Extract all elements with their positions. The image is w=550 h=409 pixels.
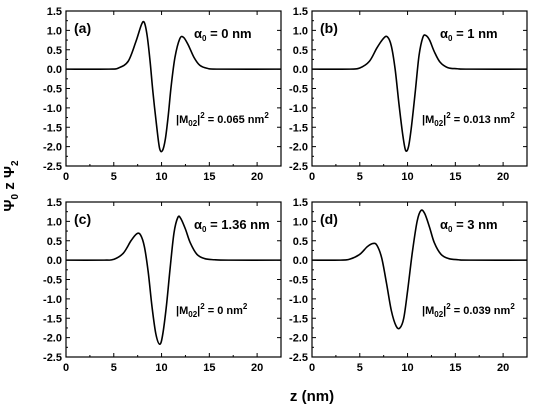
y-tick-label: 1.0 — [47, 216, 62, 228]
panel-label: (d) — [320, 211, 338, 227]
y-tick-label: 1.5 — [293, 6, 308, 18]
y-tick-label: -2.5 — [43, 352, 62, 364]
y-tick-label: 0.0 — [293, 64, 308, 76]
wavefunction-product-line — [311, 34, 528, 153]
matrix-element-label: |M02|2 = 0 nm2 — [176, 302, 248, 319]
panel-label: (b) — [320, 20, 338, 36]
y-tick-label: -1.0 — [289, 103, 308, 115]
alpha-label: α0 = 1 nm — [440, 26, 498, 43]
y-tick-label: 0.0 — [293, 255, 308, 267]
matrix-element-label: |M02|2 = 0.039 nm2 — [422, 302, 515, 319]
panel-d: 1.5 1.0 0.5 0.0 -0.5 -1.0 -1.5 -2.0 -2.50 5 10 15 20… — [289, 197, 528, 374]
y-tick-label: -1.0 — [43, 103, 62, 115]
y-tick-label: -0.5 — [289, 84, 308, 96]
matrix-element-label: |M02|2 = 0.013 nm2 — [422, 111, 515, 128]
y-tick-label: -2.0 — [289, 333, 308, 345]
x-tick-label: 15 — [449, 171, 461, 183]
x-tick-label: 15 — [203, 362, 215, 374]
x-axis-title: z (nm) — [290, 388, 334, 405]
y-tick-label: 0.0 — [47, 255, 62, 267]
y-tick-label: 1.0 — [293, 25, 308, 37]
y-tick-label: -0.5 — [289, 275, 308, 287]
y-tick-label: -1.0 — [43, 294, 62, 306]
x-tick-label: 5 — [111, 171, 117, 183]
panel-a: 1.5 1.0 0.5 0.0 -0.5 -1.0 -1.5 -2.0 -2.50 5 10 15 20… — [43, 6, 282, 183]
panel-label: (c) — [74, 211, 91, 227]
x-tick-label: 10 — [155, 171, 167, 183]
wavefunction-product-line — [65, 20, 282, 153]
x-tick-label: 10 — [155, 362, 167, 374]
x-tick-label: 5 — [111, 362, 117, 374]
y-tick-label: -1.5 — [289, 313, 308, 325]
wavefunction-product-line — [311, 209, 528, 330]
x-tick-label: 0 — [309, 171, 315, 183]
x-tick-label: 0 — [309, 362, 315, 374]
y-tick-label: -1.5 — [43, 313, 62, 325]
y-tick-label: 1.5 — [47, 197, 62, 209]
y-tick-label: 1.5 — [293, 197, 308, 209]
y-tick-label: 0.5 — [293, 45, 308, 57]
x-tick-label: 15 — [449, 362, 461, 374]
x-tick-label: 0 — [63, 362, 69, 374]
y-tick-label: 0.0 — [47, 64, 62, 76]
panel-label: (a) — [74, 20, 91, 36]
y-tick-label: 1.0 — [293, 216, 308, 228]
y-tick-label: -0.5 — [43, 275, 62, 287]
y-tick-label: -1.5 — [43, 122, 62, 134]
y-tick-label: -2.5 — [289, 352, 308, 364]
y-tick-label: -1.0 — [289, 294, 308, 306]
y-tick-label: -2.5 — [289, 161, 308, 173]
x-tick-label: 10 — [401, 362, 413, 374]
y-tick-label: -2.0 — [289, 142, 308, 154]
alpha-label: α0 = 1.36 nm — [194, 217, 270, 234]
y-tick-label: 0.5 — [47, 45, 62, 57]
y-tick-label: 0.5 — [293, 236, 308, 248]
y-tick-label: -2.5 — [43, 161, 62, 173]
x-tick-label: 5 — [357, 171, 363, 183]
x-tick-label: 20 — [251, 171, 263, 183]
y-tick-label: 0.5 — [47, 236, 62, 248]
x-tick-label: 10 — [401, 171, 413, 183]
panel-b: 1.5 1.0 0.5 0.0 -0.5 -1.0 -1.5 -2.0 -2.50 5 10 15 20… — [289, 6, 528, 183]
y-tick-label: -1.5 — [289, 122, 308, 134]
x-tick-label: 5 — [357, 362, 363, 374]
y-tick-label: -2.0 — [43, 142, 62, 154]
x-tick-label: 20 — [497, 171, 509, 183]
x-tick-label: 15 — [203, 171, 215, 183]
y-tick-label: -2.0 — [43, 333, 62, 345]
y-tick-label: -0.5 — [43, 84, 62, 96]
alpha-label: α0 = 0 nm — [194, 26, 252, 43]
y-tick-label: 1.5 — [47, 6, 62, 18]
x-tick-label: 0 — [63, 171, 69, 183]
alpha-label: α0 = 3 nm — [440, 217, 498, 234]
matrix-element-label: |M02|2 = 0.065 nm2 — [176, 111, 269, 128]
x-tick-label: 20 — [497, 362, 509, 374]
y-tick-label: 1.0 — [47, 25, 62, 37]
x-tick-label: 20 — [251, 362, 263, 374]
y-axis-title: Ψ0 z Ψ2 — [1, 160, 21, 212]
panel-c: 1.5 1.0 0.5 0.0 -0.5 -1.0 -1.5 -2.0 -2.50 5 10 15 20… — [43, 197, 282, 374]
wavefunction-product-line — [65, 215, 282, 346]
